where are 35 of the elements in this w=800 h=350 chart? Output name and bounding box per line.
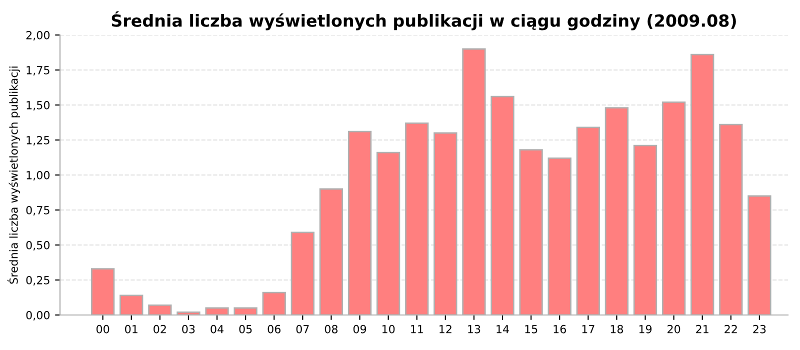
- y-tick-label: 2,00: [26, 30, 50, 41]
- x-tick-label: 03: [182, 324, 195, 334]
- x-tick-label: 23: [753, 324, 766, 334]
- x-tick-label: 01: [125, 324, 138, 334]
- y-tick-label: 1,50: [26, 100, 50, 111]
- x-tick-label: 21: [696, 324, 708, 334]
- x-tick-label: 08: [324, 324, 338, 334]
- x-tick-label: 06: [268, 324, 280, 334]
- x-tick-label: 10: [382, 324, 395, 334]
- x-tick-label: 02: [154, 324, 166, 334]
- x-tick-label: 07: [296, 324, 309, 334]
- x-tick-label: 20: [668, 324, 680, 334]
- x-tick-label: 15: [525, 325, 538, 334]
- x-tick-label: 00: [96, 324, 110, 334]
- y-tick-label: 1,00: [26, 170, 50, 181]
- y-tick-label: 1,75: [26, 66, 50, 76]
- x-tick-label: 22: [724, 324, 737, 334]
- x-tick-label: 19: [639, 324, 652, 334]
- y-tick-label: 0,25: [26, 276, 50, 286]
- x-tick-label: 17: [582, 325, 594, 334]
- x-tick-label: 12: [440, 324, 452, 334]
- y-axis-title: Średnia liczba wyświetlonych publikacji: [7, 66, 20, 284]
- x-tick-label: 13: [468, 324, 480, 334]
- chart-title: Średnia liczba wyświetlonych publikacji w ciągu godziny (2009.08): [112, 11, 736, 30]
- x-tick-label: 11: [411, 325, 423, 334]
- x-tick-label: 05: [239, 324, 252, 334]
- y-tick-label: 1,25: [26, 136, 50, 146]
- y-tick-label: 0,50: [26, 240, 50, 251]
- x-tick-label: 09: [353, 324, 366, 334]
- x-tick-label: 18: [610, 324, 624, 334]
- x-tick-label: 16: [554, 324, 566, 334]
- x-tick-label: 14: [496, 325, 509, 334]
- y-tick-label: 0,00: [26, 310, 50, 321]
- x-tick-label: 04: [210, 324, 224, 334]
- y-tick-label: 0,75: [26, 206, 50, 216]
